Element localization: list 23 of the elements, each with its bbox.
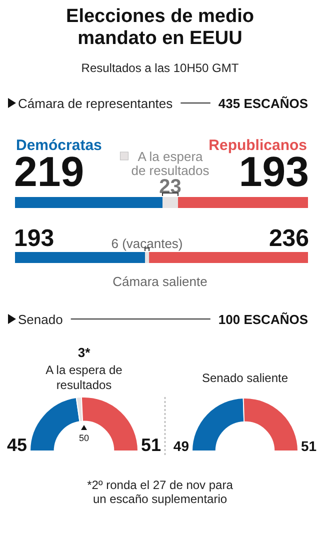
chart-title: Elecciones de medio mandato en EEUU	[66, 6, 254, 49]
data-label: 6 (vacantes)	[111, 236, 183, 251]
chart-subtitle: Resultados a las 10H50 GMT	[81, 61, 240, 75]
slice-label: A la espera de resultados	[46, 363, 123, 392]
text: Cámara de representantes	[18, 96, 174, 111]
text: *2º ronda el 27 de nov para un escaño suplementario	[87, 478, 234, 506]
text: Senado	[18, 312, 63, 327]
text: 435 ESCAÑOS	[218, 96, 308, 111]
legend-label: A la espera de resultados	[131, 149, 210, 178]
data-label: 45	[6, 435, 27, 455]
data-label: 3*	[78, 345, 92, 360]
data-label: 51	[301, 438, 317, 454]
x-axis-title: Cámara saliente	[112, 274, 208, 289]
data-label: 51	[141, 435, 162, 455]
chart-title: Senado saliente	[202, 371, 288, 385]
text: Demócratas	[16, 137, 102, 154]
text: Republicanos	[208, 137, 307, 154]
data-label: 236	[268, 225, 309, 252]
text: 50	[78, 433, 90, 443]
data-label: 23	[159, 176, 182, 198]
text: 100 ESCAÑOS	[218, 312, 308, 327]
data-label: 193	[14, 225, 54, 252]
data-label: 49	[173, 438, 190, 454]
